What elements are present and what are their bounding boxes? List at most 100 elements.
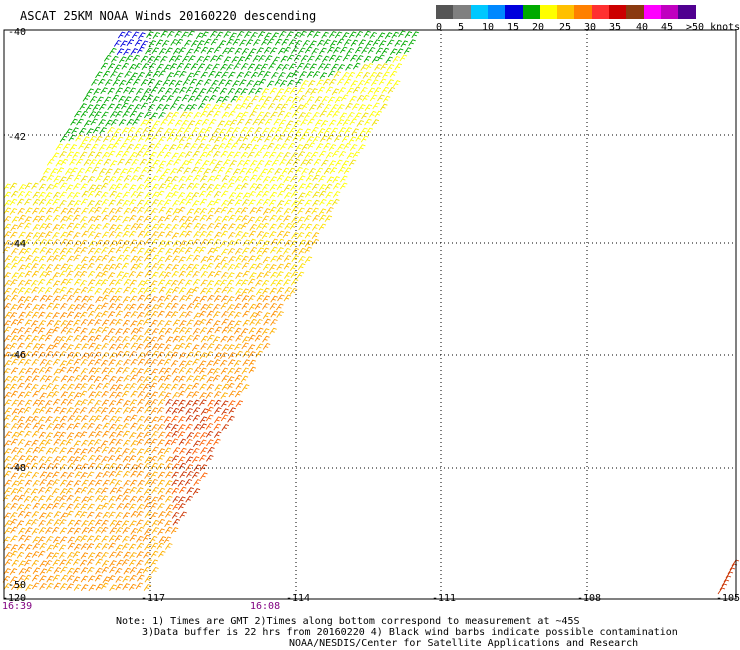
wind-barb [267,102,276,110]
wind-barb [114,479,123,487]
wind-barb [381,86,389,94]
wind-barb [191,456,200,464]
wind-barb [172,255,180,263]
wind-barb [178,496,186,504]
wind-barb [136,438,144,446]
legend-label: 0 [436,22,443,33]
wind-barb [193,46,202,54]
wind-barb [309,40,317,48]
wind-barb [94,542,103,550]
wind-barb [178,175,186,183]
wind-barb [157,487,166,495]
wind-barb [108,495,117,503]
wind-barb [328,78,337,86]
wind-barb [221,286,229,294]
wind-barb [197,40,205,47]
wind-barb [199,423,207,431]
wind-barb [115,318,123,326]
wind-barb [87,446,96,454]
wind-barb [205,422,214,430]
wind-barb [31,182,39,190]
wind-barb [110,70,118,78]
wind-barb [122,495,130,502]
wind-barb [221,111,230,119]
wind-barb [102,222,110,230]
wind-barb [101,231,110,239]
wind-barb [143,416,152,423]
wind-barb [53,567,62,574]
wind-barb [67,542,76,550]
wind-barb [87,526,96,534]
wind-barb [276,230,285,238]
map-frame [3,29,737,600]
wind-barb [59,495,67,502]
lon-label: -120 [2,593,26,604]
wind-barb [186,303,195,310]
wind-barb [156,406,165,414]
wind-barb [143,88,152,95]
wind-barb [203,103,212,111]
wind-barb [94,399,102,407]
wind-barb [59,439,67,447]
wind-barb [250,71,259,79]
wind-barb [3,272,11,279]
wind-barb [4,262,12,270]
wind-barb [73,247,82,254]
wind-barb [152,32,161,39]
wind-barb [129,382,137,390]
wind-barb [185,198,193,206]
wind-barb [273,143,281,151]
wind-barb [224,142,232,150]
wind-barb [392,55,400,63]
wind-barb [113,128,122,136]
wind-barb [39,542,47,550]
wind-barb [212,359,221,366]
wind-barb [209,30,218,38]
wind-barb [9,312,18,319]
wind-barb [144,495,152,503]
wind-barb [191,264,200,271]
wind-barb [214,270,222,278]
wind-barb [67,200,75,207]
wind-barb [220,335,228,343]
wind-barb [161,144,170,152]
wind-barb [150,542,159,550]
wind-barb [101,414,110,422]
wind-barb [136,455,144,463]
wind-barb [4,479,12,487]
wind-barb [164,176,173,184]
wind-barb [222,47,230,55]
wind-barb [171,215,180,223]
wind-barb [255,262,263,270]
wind-barb [214,416,222,424]
wind-barb [212,246,221,254]
wind-barb [108,470,117,478]
wind-barb [150,215,159,223]
wind-barb [23,495,32,503]
wind-barb [17,296,26,303]
wind-barb [115,246,124,254]
wind-barb [129,406,137,414]
wind-barb [115,231,123,239]
wind-barb [355,30,364,38]
wind-barb [108,279,117,287]
wind-barb [250,136,259,143]
wind-barb [92,104,100,111]
wind-barb [87,247,96,255]
wind-barb [10,224,18,232]
wind-barb [186,263,194,271]
wind-barb [85,104,94,112]
wind-barb [94,200,103,207]
wind-barb [3,440,12,448]
wind-barb [101,566,110,574]
wind-barb [205,150,214,158]
wind-barb [155,103,164,111]
legend-swatch [487,5,506,19]
wind-barb [192,215,200,223]
legend-label: 5 [458,22,465,33]
wind-barb [51,488,60,495]
wind-barb [143,303,152,311]
wind-barb [51,446,60,454]
wind-barb [129,552,137,559]
wind-barb [52,198,60,206]
